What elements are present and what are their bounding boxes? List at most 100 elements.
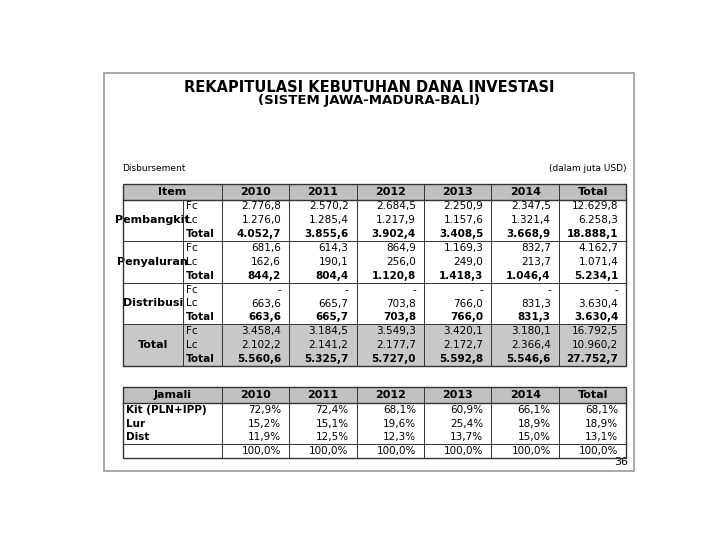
Text: 2.776,8: 2.776,8 [241,201,281,212]
Text: 832,7: 832,7 [521,243,551,253]
Text: 663,6: 663,6 [248,312,281,322]
Text: 766,0: 766,0 [454,299,483,308]
Text: 681,6: 681,6 [251,243,281,253]
Text: 162,6: 162,6 [251,257,281,267]
Text: Jamali: Jamali [153,390,191,400]
Text: 864,9: 864,9 [386,243,416,253]
Text: Item: Item [158,187,186,197]
Text: 213,7: 213,7 [521,257,551,267]
Text: Lc: Lc [186,340,197,350]
Text: 10.960,2: 10.960,2 [572,340,618,350]
Text: 3.855,6: 3.855,6 [305,229,348,239]
Text: 2.347,5: 2.347,5 [511,201,551,212]
Text: REKAPITULASI KEBUTUHAN DANA INVESTASI: REKAPITULASI KEBUTUHAN DANA INVESTASI [184,80,554,96]
Text: 2.684,5: 2.684,5 [376,201,416,212]
Text: Fc: Fc [186,326,198,336]
Text: 15,2%: 15,2% [248,418,281,429]
Text: 831,3: 831,3 [518,312,551,322]
Text: Distribusi: Distribusi [122,299,183,308]
Text: 5.234,1: 5.234,1 [574,271,618,281]
Text: 12,3%: 12,3% [383,433,416,442]
Text: 1.321,4: 1.321,4 [511,215,551,225]
Text: 2012: 2012 [375,187,406,197]
Text: 2.141,2: 2.141,2 [309,340,348,350]
Text: 2.250,9: 2.250,9 [444,201,483,212]
Text: 4.052,7: 4.052,7 [237,229,281,239]
Text: 1.169,3: 1.169,3 [444,243,483,253]
Text: 5.727,0: 5.727,0 [372,354,416,364]
Text: 2.366,4: 2.366,4 [511,340,551,350]
Text: 1.217,9: 1.217,9 [376,215,416,225]
Text: Total: Total [186,229,215,239]
Text: 100,0%: 100,0% [444,447,483,456]
Text: 3.180,1: 3.180,1 [511,326,551,336]
Text: 3.184,5: 3.184,5 [309,326,348,336]
Text: 1.276,0: 1.276,0 [241,215,281,225]
Bar [122,184,626,366]
Bar [122,430,626,444]
Text: 190,1: 190,1 [319,257,348,267]
Text: (SISTEM JAWA-MADURA-BALI): (SISTEM JAWA-MADURA-BALI) [258,94,480,107]
Text: 2.570,2: 2.570,2 [309,201,348,212]
Text: 36: 36 [615,457,629,467]
Text: 68,1%: 68,1% [585,405,618,415]
Text: 1.071,4: 1.071,4 [578,257,618,267]
Text: Total: Total [138,340,168,350]
Text: 2.102,2: 2.102,2 [241,340,281,350]
Text: 2011: 2011 [307,187,338,197]
Text: 18,9%: 18,9% [585,418,618,429]
Text: 66,1%: 66,1% [518,405,551,415]
Text: 3.458,4: 3.458,4 [241,326,281,336]
Text: 12.629,8: 12.629,8 [572,201,618,212]
Text: 256,0: 256,0 [386,257,416,267]
Text: 6.258,3: 6.258,3 [578,215,618,225]
Text: 5.546,6: 5.546,6 [506,354,551,364]
Bar [122,325,626,338]
Text: 100,0%: 100,0% [242,447,281,456]
Text: 3.668,9: 3.668,9 [507,229,551,239]
Text: 5.560,6: 5.560,6 [237,354,281,364]
Text: Total: Total [186,354,215,364]
Text: Lc: Lc [186,257,197,267]
Text: 2010: 2010 [240,390,271,400]
Text: 18.888,1: 18.888,1 [567,229,618,239]
Bar [122,227,626,241]
Text: Lc: Lc [186,299,197,308]
Text: 3.549,3: 3.549,3 [376,326,416,336]
Text: 5.325,7: 5.325,7 [304,354,348,364]
Text: Lc: Lc [186,215,197,225]
Text: Penyaluran: Penyaluran [117,257,188,267]
Text: 766,0: 766,0 [450,312,483,322]
Text: 12,5%: 12,5% [315,433,348,442]
Text: Total: Total [577,390,608,400]
Text: 25,4%: 25,4% [450,418,483,429]
Text: 2014: 2014 [510,390,541,400]
Text: 665,7: 665,7 [315,312,348,322]
Bar [122,184,626,200]
Bar [122,387,626,403]
Bar [122,255,626,269]
Text: 18,9%: 18,9% [518,418,551,429]
Text: 663,6: 663,6 [251,299,281,308]
Text: 665,7: 665,7 [319,299,348,308]
Text: 60,9%: 60,9% [450,405,483,415]
Text: 11,9%: 11,9% [248,433,281,442]
Text: Pembangkit: Pembangkit [115,215,190,225]
Text: 1.285,4: 1.285,4 [309,215,348,225]
Text: 15,1%: 15,1% [315,418,348,429]
Text: Total: Total [577,187,608,197]
Text: 249,0: 249,0 [454,257,483,267]
Text: 614,3: 614,3 [319,243,348,253]
Text: 13,1%: 13,1% [585,433,618,442]
Text: 100,0%: 100,0% [579,447,618,456]
Text: -: - [614,285,618,295]
Bar [122,403,626,417]
Text: 1.120,8: 1.120,8 [372,271,416,281]
Text: 13,7%: 13,7% [450,433,483,442]
Text: 100,0%: 100,0% [511,447,551,456]
Text: 1.046,4: 1.046,4 [506,271,551,281]
Text: -: - [345,285,348,295]
Text: 2011: 2011 [307,390,338,400]
Text: 15,0%: 15,0% [518,433,551,442]
Text: 703,8: 703,8 [383,312,416,322]
